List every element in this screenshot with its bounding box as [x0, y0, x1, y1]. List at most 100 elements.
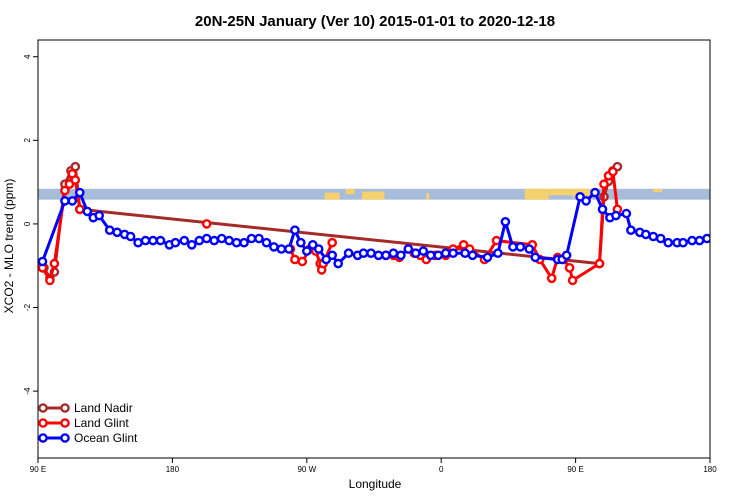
ocean-glint-point: [155, 235, 166, 246]
ocean-glint-point: [581, 196, 591, 206]
x-axis-label: Longitude: [349, 477, 402, 491]
ocean-glint-point: [313, 244, 324, 254]
ocean-glint-point: [201, 233, 212, 244]
ocean-glint-point: [125, 231, 136, 242]
ocean-glint-point: [524, 244, 535, 254]
legend-item-land-glint: Land Glint: [38, 416, 129, 430]
land-nadir-line: [42, 165, 619, 280]
ocean-glint-point: [440, 248, 451, 258]
x-tick-label: 90 W: [297, 465, 316, 474]
ocean-glint-point: [246, 233, 257, 244]
ocean-glint-point: [425, 250, 436, 261]
ocean-glint-point: [678, 237, 688, 248]
y-axis-label: XCO2 - MLO trend (ppm): [2, 179, 16, 314]
ocean-glint-point: [381, 250, 391, 261]
ocean-glint-point: [493, 248, 503, 258]
land-patch: [324, 192, 340, 200]
ocean-glint-point: [104, 225, 115, 235]
ocean-glint-point: [621, 208, 632, 219]
legend-marker: [38, 403, 48, 413]
ocean-glint-point: [530, 252, 541, 263]
legend-marker: [60, 433, 70, 443]
y-axis: -4 -2 0 2 4: [23, 54, 38, 395]
ocean-glint-point: [448, 248, 458, 258]
ocean-glint-point: [482, 252, 493, 263]
ocean-glint-point: [687, 235, 697, 246]
legend-label: Land Glint: [74, 416, 129, 430]
land-glint-point: [49, 258, 60, 269]
ocean-glint-point: [94, 210, 104, 221]
land-glint-point: [599, 179, 609, 189]
ocean-glint-point: [290, 225, 300, 235]
ocean-glint-point: [133, 237, 143, 248]
land-glint-point: [60, 185, 70, 196]
land-glint-point: [45, 275, 55, 286]
x-tick-label: 0: [439, 465, 444, 474]
ocean-glint-point: [655, 233, 666, 244]
ocean-glint-point: [148, 235, 158, 246]
legend-marker: [60, 418, 70, 428]
land-mask-band: [38, 188, 710, 200]
ocean-glint-point: [269, 242, 279, 252]
ocean-glint-point: [301, 246, 312, 256]
ocean-glint-point: [140, 235, 151, 246]
ocean-glint-point: [295, 237, 306, 248]
ocean-glint-point: [170, 237, 181, 248]
ocean-glint-point: [500, 216, 511, 227]
ocean-glint-point: [611, 210, 621, 221]
ocean-glint-point: [641, 229, 651, 240]
land-patch: [524, 188, 549, 200]
legend-marker: [38, 433, 48, 443]
legend-label: Ocean Glint: [74, 431, 138, 445]
plot-frame: [37, 39, 711, 459]
legend-marker: [60, 403, 70, 413]
land-glint-point: [458, 239, 469, 250]
land-patch: [345, 188, 355, 195]
land-glint-point: [290, 254, 300, 265]
legend-marker: [38, 418, 48, 428]
ocean-glint-point: [82, 206, 93, 217]
legend-item-ocean-glint: Ocean Glint: [38, 431, 138, 445]
ocean-glint-point: [276, 244, 287, 254]
land-glint-point: [546, 273, 557, 284]
ocean-glint-point: [179, 235, 190, 246]
land-patch: [653, 188, 663, 193]
legend-label: Land Nadir: [74, 401, 133, 415]
ocean-glint-point: [261, 237, 272, 248]
ocean-glint-point: [194, 235, 205, 246]
land-glint-point: [297, 256, 308, 267]
x-tick-label: 90 E: [30, 465, 46, 474]
land-glint-point: [564, 262, 575, 273]
ocean-glint-point: [333, 258, 344, 269]
ocean-glint-point: [284, 244, 294, 254]
x-tick-label: 90 E: [567, 465, 583, 474]
y-tick-label: 4: [23, 54, 32, 59]
ocean-glint-point: [418, 246, 429, 256]
ocean-glint-point: [467, 250, 478, 261]
land-glint-point: [594, 258, 605, 269]
ocean-glint-point: [648, 231, 659, 242]
x-tick-label: 180: [703, 465, 717, 474]
ocean-glint-point: [239, 237, 249, 248]
land-nadir-series: [39, 161, 623, 284]
land-glint-point: [567, 275, 578, 286]
land-glint-point: [327, 237, 338, 248]
ocean-glint-point: [209, 235, 219, 246]
ocean-glint-point: [366, 248, 376, 258]
land-patch: [426, 193, 430, 200]
legend-item-land-nadir: Land Nadir: [38, 401, 133, 415]
y-tick-label: -4: [23, 387, 32, 395]
ocean-glint-point: [321, 254, 332, 265]
ocean-glint-point: [216, 233, 227, 244]
ocean-glint-point: [663, 237, 674, 248]
ocean-glint-point: [561, 250, 572, 261]
ocean-glint-point: [590, 187, 600, 198]
ocean-glint-point: [410, 248, 421, 258]
ocean-glint-point: [343, 248, 354, 258]
y-tick-label: 0: [23, 221, 32, 226]
land-patch: [362, 191, 385, 200]
ocean-glint-point: [373, 250, 384, 261]
ocean-glint-point: [67, 196, 78, 206]
